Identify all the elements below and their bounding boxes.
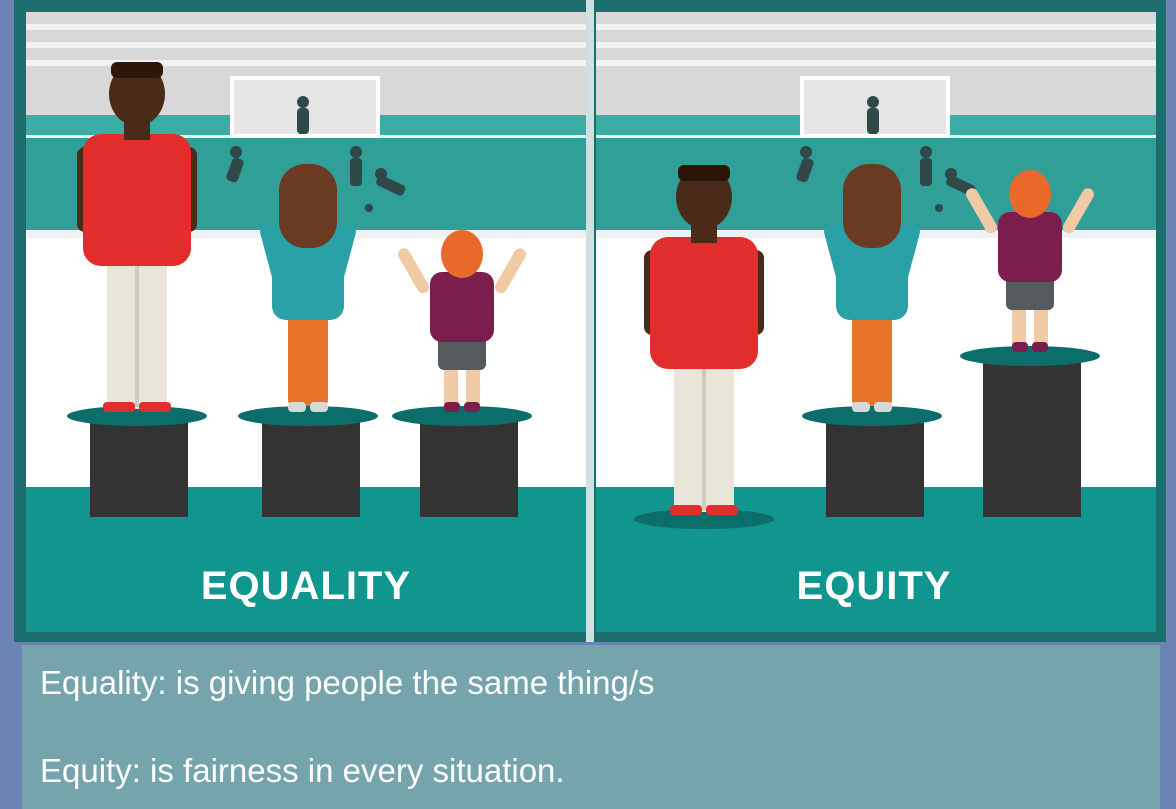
panel-label: EQUALITY [201, 564, 411, 608]
box [826, 417, 924, 517]
equity-panel: EQUITY [596, 12, 1156, 632]
equality-panel: EQUALITY [26, 12, 586, 632]
panel-label: EQUITY [797, 564, 952, 608]
caption: Equality: is giving people the same thin… [22, 645, 1160, 809]
box [420, 417, 518, 517]
box [983, 357, 1081, 517]
caption-line: Equity: is fairness in every situation. [40, 749, 1160, 793]
divider [586, 0, 594, 642]
page: {"panels": [{"label": "EQUALITY"}, {"lab… [0, 0, 1176, 809]
box [90, 417, 188, 517]
box [262, 417, 360, 517]
illustration: EQUALITY EQUITY [0, 0, 1176, 645]
caption-line: Equality: is giving people the same thin… [40, 661, 1160, 705]
